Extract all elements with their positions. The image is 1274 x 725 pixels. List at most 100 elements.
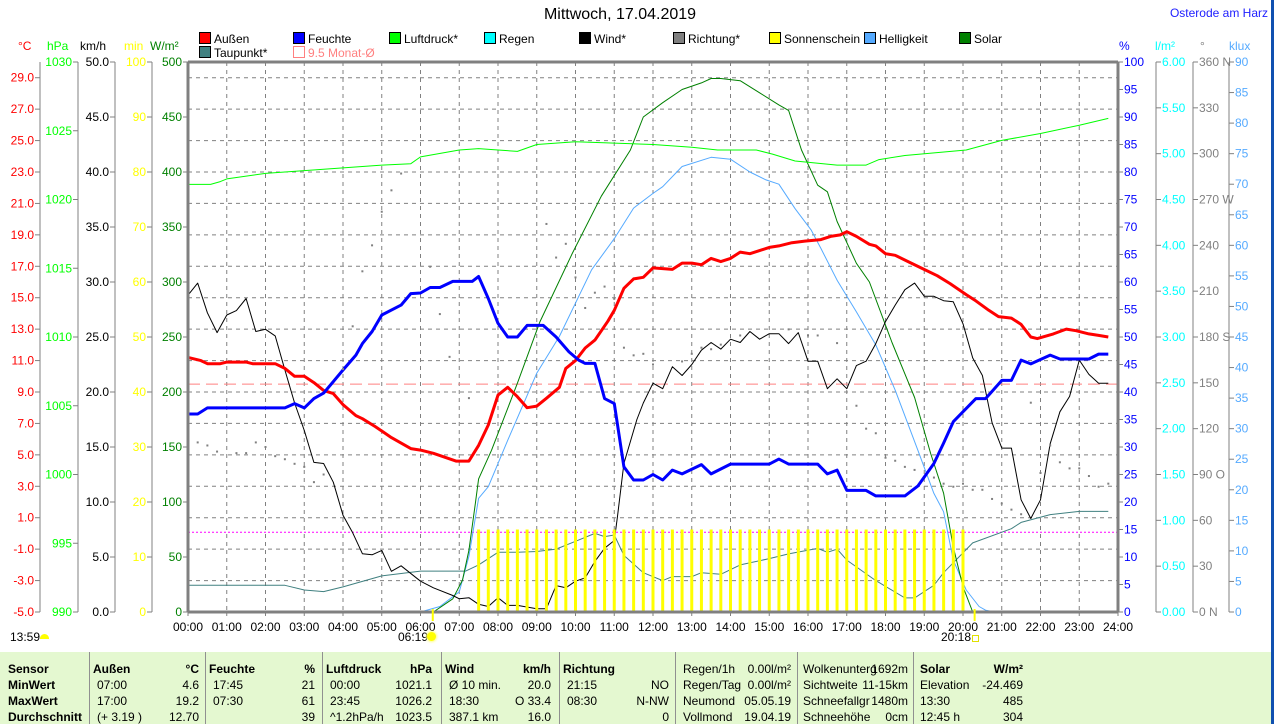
sunshine-bar	[825, 529, 829, 612]
y-tick-label: 85	[1235, 86, 1249, 100]
y-tick-label: 35.0	[86, 220, 110, 234]
row-label: MinWert	[8, 678, 56, 692]
y-tick-label: 5.0	[17, 448, 34, 462]
extra-label: Vollmond	[683, 710, 733, 724]
location-link[interactable]: Osterode am Harz	[1169, 6, 1268, 20]
sunshine-bar	[661, 529, 665, 612]
direction-dot	[303, 465, 306, 468]
y-tick-label: 0.0	[92, 605, 109, 619]
stat-value: O 33.4	[514, 694, 551, 708]
y-tick-label: -1.0	[13, 542, 34, 556]
direction-dot	[438, 313, 441, 316]
y-tick-label: 60	[1235, 238, 1249, 252]
direction-dot	[584, 306, 587, 309]
y-tick-label: 200	[162, 385, 182, 399]
sunshine-bar	[603, 529, 607, 612]
y-tick-label: 40	[1124, 385, 1138, 399]
sunshine-bar	[942, 529, 946, 612]
y-tick-label: 60	[1124, 275, 1138, 289]
direction-dot	[932, 476, 935, 479]
sunshine-bar	[564, 529, 568, 612]
sunshine-bar	[777, 529, 781, 612]
x-tick-label: 00:00	[173, 620, 203, 634]
y-tick-label: 50	[1124, 330, 1138, 344]
group-header: Außen	[93, 662, 131, 676]
stat-time: Ø 10 min.	[449, 678, 502, 692]
y-tick-label: 95	[1124, 83, 1138, 97]
axis-unit-label: hPa	[47, 39, 69, 53]
legend-label: Taupunkt*	[214, 46, 268, 60]
axis-unit-label: W/m²	[150, 39, 179, 53]
sunshine-bar	[922, 529, 926, 612]
x-tick-label: 01:00	[212, 620, 242, 634]
extra-value: 19.04.19	[744, 710, 791, 724]
legend-label: Wind*	[594, 32, 627, 46]
y-tick-label: 15.0	[11, 291, 35, 305]
direction-dot	[603, 285, 606, 288]
axis-unit-label: min	[124, 39, 144, 53]
direction-dot	[1020, 513, 1023, 516]
y-tick-label: 10	[1235, 544, 1249, 558]
y-tick-label: 3.50	[1162, 284, 1186, 298]
stat-time: 07:00	[97, 678, 128, 692]
table-divider	[913, 652, 914, 724]
sunshine-bar	[787, 529, 791, 612]
series-line-taupunkt	[188, 510, 1109, 599]
direction-dot	[555, 256, 558, 259]
sunshine-bar	[854, 529, 858, 612]
y-tick-label: 25.0	[11, 134, 35, 148]
y-tick-label: 1020	[45, 193, 72, 207]
direction-dot	[312, 481, 315, 484]
y-tick-label: 250	[162, 330, 182, 344]
x-tick-label: 07:00	[444, 620, 474, 634]
legend-swatch	[199, 46, 211, 58]
extra-label: Schneefallgr	[803, 694, 870, 708]
y-tick-label: 80	[1124, 165, 1138, 179]
sunshine-bar	[525, 529, 529, 612]
direction-dot	[942, 482, 945, 485]
legend-swatch	[579, 32, 591, 44]
series-line-helligkeit	[420, 156, 996, 613]
legend-label: Außen	[214, 32, 250, 46]
y-tick-label: 45	[1124, 358, 1138, 372]
y-tick-label: 100	[126, 55, 146, 69]
extra-label: Wolkenunterg	[803, 662, 877, 676]
sunshine-bar	[486, 529, 490, 612]
sunshine-bar	[496, 529, 500, 612]
row-label: MaxWert	[8, 694, 58, 708]
y-tick-label: 70	[1124, 220, 1138, 234]
x-tick-label: 19:00	[909, 620, 939, 634]
solar-label: 13:30	[920, 694, 951, 708]
direction-dot	[807, 334, 809, 337]
legend-swatch	[864, 32, 876, 44]
table-divider	[559, 652, 560, 724]
direction-dot	[448, 355, 451, 358]
series-line-wind	[187, 282, 1109, 610]
stat-time: 00:00	[330, 678, 361, 692]
direction-dot	[322, 473, 325, 476]
extra-value: 0cm	[885, 710, 908, 724]
table-divider	[675, 652, 676, 724]
y-tick-label: 50	[169, 550, 183, 564]
stat-time: 07:30	[213, 694, 244, 708]
stat-value: 0	[662, 710, 669, 724]
y-tick-label: 50	[1235, 299, 1249, 313]
y-tick-label: 4.00	[1162, 238, 1186, 252]
x-tick-label: 21:00	[987, 620, 1017, 634]
y-tick-label: 70	[1235, 177, 1249, 191]
direction-dot	[1097, 485, 1100, 488]
axis-unit-label: km/h	[80, 39, 107, 53]
y-tick-label: 9.0	[17, 385, 34, 399]
y-tick-label: 20	[1235, 483, 1249, 497]
direction-dot	[632, 354, 635, 357]
y-tick-label: 20.0	[86, 385, 110, 399]
sunshine-bar	[612, 529, 616, 612]
y-tick-label: 2.00	[1162, 422, 1186, 436]
legend-swatch	[293, 32, 305, 44]
y-tick-label: 35	[1235, 391, 1249, 405]
y-tick-label: 19.0	[11, 228, 35, 242]
solar-label: 12:45 h	[920, 710, 961, 724]
sunshine-bar	[903, 529, 907, 612]
y-tick-label: 3.0	[17, 479, 34, 493]
direction-dot	[206, 444, 209, 447]
